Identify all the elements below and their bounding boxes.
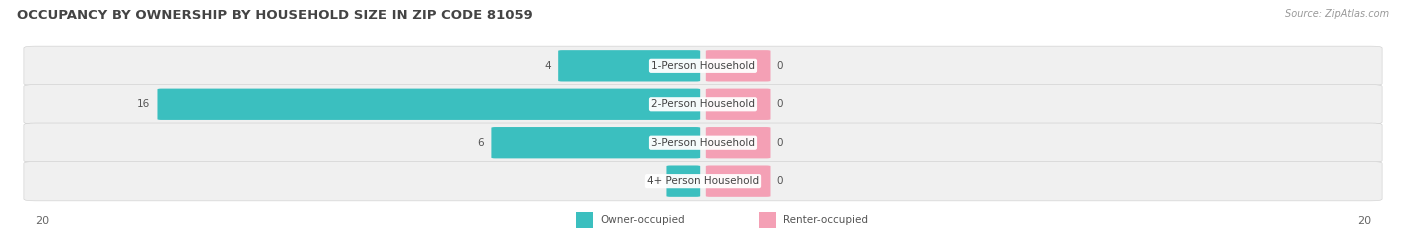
FancyBboxPatch shape xyxy=(24,161,1382,201)
Text: 4: 4 xyxy=(544,61,551,71)
Text: 6: 6 xyxy=(478,138,484,148)
Text: 0: 0 xyxy=(654,176,661,186)
Text: 3-Person Household: 3-Person Household xyxy=(651,138,755,148)
Text: 0: 0 xyxy=(776,61,783,71)
Bar xyxy=(576,212,593,228)
Text: Source: ZipAtlas.com: Source: ZipAtlas.com xyxy=(1285,9,1389,19)
Text: 0: 0 xyxy=(776,99,783,109)
Text: OCCUPANCY BY OWNERSHIP BY HOUSEHOLD SIZE IN ZIP CODE 81059: OCCUPANCY BY OWNERSHIP BY HOUSEHOLD SIZE… xyxy=(17,9,533,22)
Text: 20: 20 xyxy=(35,216,49,226)
FancyBboxPatch shape xyxy=(666,165,700,197)
FancyBboxPatch shape xyxy=(24,46,1382,86)
FancyBboxPatch shape xyxy=(24,123,1382,162)
FancyBboxPatch shape xyxy=(706,165,770,197)
FancyBboxPatch shape xyxy=(706,89,770,120)
Text: 0: 0 xyxy=(776,176,783,186)
Text: 16: 16 xyxy=(138,99,150,109)
FancyBboxPatch shape xyxy=(157,89,700,120)
FancyBboxPatch shape xyxy=(558,50,700,82)
Text: 4+ Person Household: 4+ Person Household xyxy=(647,176,759,186)
FancyBboxPatch shape xyxy=(706,50,770,82)
Text: 20: 20 xyxy=(1357,216,1371,226)
FancyBboxPatch shape xyxy=(706,127,770,158)
Text: 0: 0 xyxy=(776,138,783,148)
Text: Renter-occupied: Renter-occupied xyxy=(783,215,868,225)
FancyBboxPatch shape xyxy=(24,85,1382,124)
Text: 2-Person Household: 2-Person Household xyxy=(651,99,755,109)
Bar xyxy=(759,212,776,228)
FancyBboxPatch shape xyxy=(492,127,700,158)
Text: 1-Person Household: 1-Person Household xyxy=(651,61,755,71)
Text: Owner-occupied: Owner-occupied xyxy=(600,215,685,225)
